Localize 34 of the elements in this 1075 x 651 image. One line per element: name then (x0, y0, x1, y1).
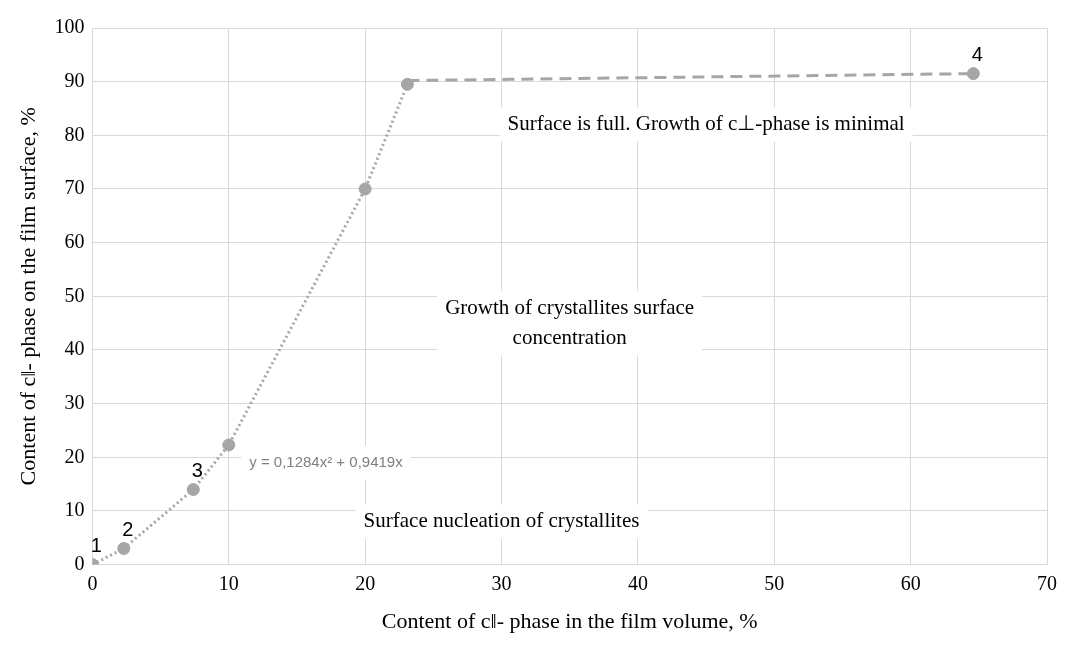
annotation: 3 (191, 458, 203, 481)
y-tick-label: 90 (64, 68, 85, 91)
y-tick-label: 60 (64, 229, 85, 252)
x-tick-label: 70 (1037, 571, 1057, 594)
y-tick-label: 30 (64, 390, 85, 413)
point (186, 482, 200, 496)
point (400, 77, 414, 91)
y-tick-label: 10 (64, 498, 85, 521)
x-tick-label: 30 (491, 571, 512, 594)
y-axis-title: Content of c‖- phase on the film surface, % (14, 107, 40, 486)
x-tick-label: 20 (355, 571, 376, 594)
y-tick-label: 100 (54, 15, 85, 38)
y-tick-label: 20 (64, 444, 85, 467)
point (358, 182, 372, 196)
x-tick-label: 40 (627, 571, 648, 594)
x-axis-title: Content of c‖- phase in the film volume, % (381, 607, 758, 633)
annotation: y = 0,1284x² + 0,9419x (249, 452, 404, 470)
x-tick-label: 50 (764, 571, 785, 594)
y-tick-label: 80 (64, 122, 85, 145)
y-tick-label: 70 (64, 176, 85, 199)
x-tick-label: 10 (218, 571, 239, 594)
y-tick-label: 50 (64, 283, 85, 306)
annotation: Growth of crystallites surface concentration (445, 294, 695, 349)
annotation: 4 (971, 43, 983, 66)
point (222, 438, 236, 452)
x-tick-label: 60 (900, 571, 921, 594)
annotation: 1 (90, 534, 102, 557)
point (966, 67, 980, 81)
point (117, 542, 131, 555)
annotation: 2 (122, 518, 134, 541)
annotation: Surface is full. Growth of c⊥-phase is minimal (507, 111, 905, 136)
y-tick-label: 0 (74, 551, 85, 574)
y-tick-label: 40 (64, 337, 85, 360)
annotation: Surface nucleation of crystallites (363, 508, 640, 533)
